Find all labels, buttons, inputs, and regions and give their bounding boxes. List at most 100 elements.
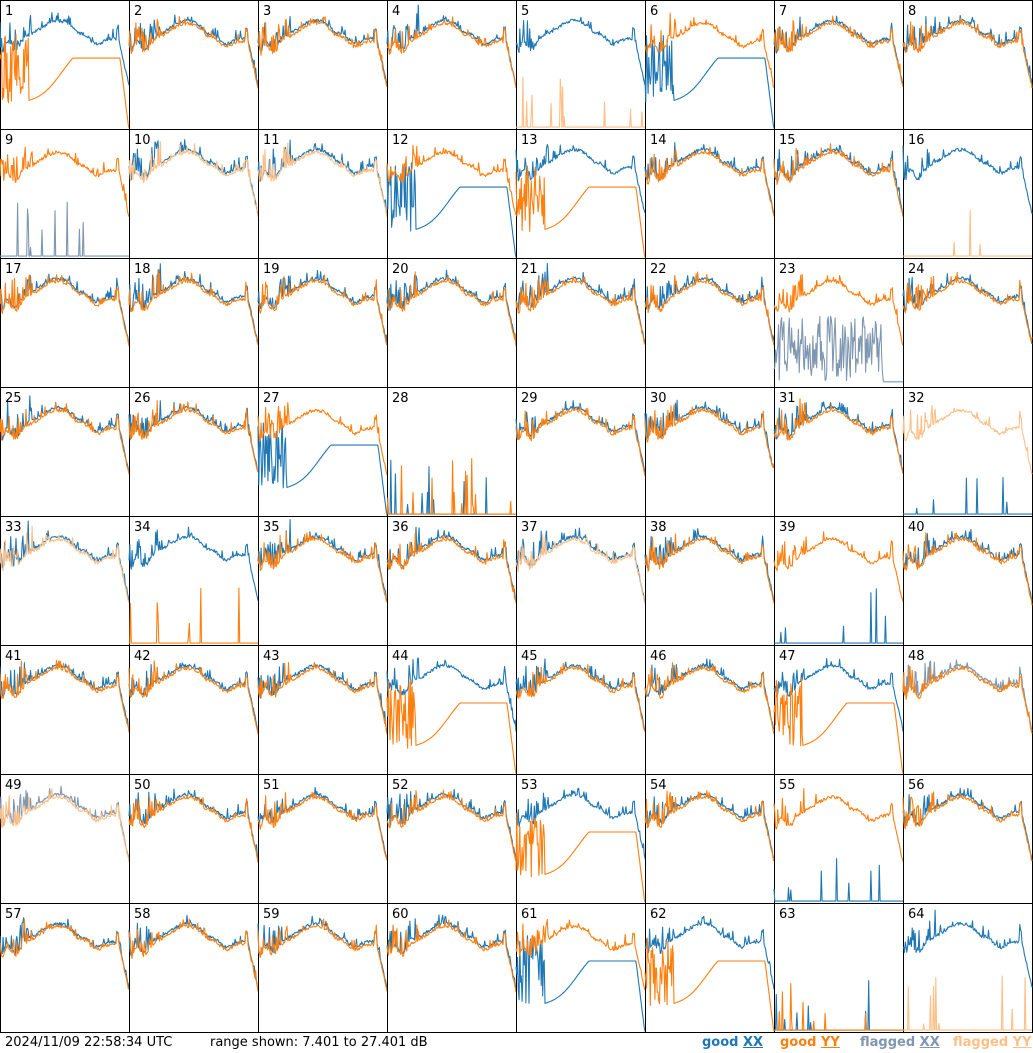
tile-label: 38 — [650, 520, 667, 535]
tile-frame — [258, 516, 388, 646]
tile-label: 11 — [263, 133, 280, 148]
tile-label: 20 — [392, 262, 409, 277]
tile-label: 8 — [908, 4, 916, 19]
tile-25: 25 — [0, 387, 130, 517]
tile-label: 42 — [134, 649, 151, 664]
tile-8: 8 — [902, 0, 1033, 130]
tile-frame — [774, 0, 904, 130]
series-yy-line — [386, 144, 517, 216]
tile-label: 41 — [5, 649, 22, 664]
series-yy-line — [386, 16, 517, 88]
tile-9: 9 — [0, 129, 130, 259]
series-yy-line — [386, 532, 517, 603]
series-yy-line — [128, 16, 259, 89]
tile-54: 54 — [644, 774, 775, 904]
tile-7: 7 — [773, 0, 904, 130]
tile-2: 2 — [128, 0, 259, 130]
tile-43: 43 — [257, 645, 388, 775]
series-xx-line — [128, 526, 259, 601]
tile-53: 53 — [515, 774, 646, 904]
tile-label: 29 — [521, 391, 538, 406]
series-xx-line — [0, 12, 130, 86]
tile-frame — [387, 903, 517, 1033]
tile-3: 3 — [257, 0, 388, 130]
tile-56: 56 — [902, 774, 1033, 904]
tile-label: 36 — [392, 520, 409, 535]
tile-label: 60 — [392, 907, 409, 922]
tile-label: 53 — [521, 778, 538, 793]
series-yy-line — [257, 662, 388, 735]
tile-frame — [645, 774, 775, 904]
tile-label: 47 — [779, 649, 796, 664]
legend-word: flagged — [860, 1035, 920, 1050]
series-xx-line — [902, 14, 1033, 87]
series-yy-line — [128, 141, 259, 218]
series-xx-line — [515, 787, 646, 859]
tile-label: 18 — [134, 262, 151, 277]
tile-label: 2 — [134, 4, 142, 19]
series-yy-line — [128, 269, 259, 345]
tile-49: 49 — [0, 774, 130, 904]
series-xx-line — [644, 915, 775, 990]
series-yy-line — [128, 400, 259, 472]
legend-item-flagged-yy: flagged YY — [953, 1034, 1032, 1051]
series-yy-line — [386, 678, 517, 774]
tile-label: 35 — [263, 520, 280, 535]
series-yy-line — [386, 789, 517, 862]
tile-label: 23 — [779, 262, 796, 277]
tile-frame — [645, 387, 775, 517]
series-yy-line — [0, 788, 130, 862]
tile-frame — [0, 774, 130, 904]
legend-pol: XX — [919, 1035, 940, 1050]
footer: 2024/11/09 22:58:34 UTC range shown: 7.4… — [0, 1034, 1033, 1053]
series-xx-line — [644, 275, 775, 342]
series-yy-line — [773, 531, 904, 603]
series-yy-line — [774, 983, 903, 1031]
series-yy-line — [129, 587, 258, 644]
tile-label: 55 — [779, 778, 796, 793]
series-yy-line — [386, 458, 516, 515]
tile-label: 34 — [134, 520, 151, 535]
series-yy-line — [644, 12, 775, 89]
series-yy-line — [0, 918, 130, 990]
series-yy-line — [257, 791, 388, 861]
series-xx-line — [0, 520, 130, 603]
tile-frame — [903, 516, 1033, 646]
tile-frame — [903, 903, 1033, 1033]
series-xx-line — [128, 662, 259, 732]
tile-44: 44 — [386, 645, 517, 775]
tile-47: 47 — [773, 645, 904, 775]
series-xx-line — [386, 914, 517, 989]
series-yy-line — [902, 791, 1033, 862]
tile-frame — [129, 258, 259, 388]
tile-frame — [129, 0, 259, 130]
tile-label: 6 — [650, 4, 658, 19]
series-xx-line — [515, 16, 646, 86]
tile-label: 5 — [521, 4, 529, 19]
tile-label: 39 — [779, 520, 796, 535]
tile-33: 33 — [0, 516, 130, 646]
series-yy-line — [516, 77, 645, 128]
tile-20: 20 — [386, 258, 517, 388]
tile-16: 16 — [902, 129, 1033, 259]
legend-item-good-xx: good XX — [702, 1034, 763, 1051]
series-xx-line — [773, 658, 904, 732]
tile-label: 46 — [650, 649, 667, 664]
tile-label: 59 — [263, 907, 280, 922]
tile-frame — [0, 258, 130, 388]
tile-42: 42 — [128, 645, 259, 775]
series-yy-line — [773, 273, 904, 346]
tile-48: 48 — [902, 645, 1033, 775]
series-yy-line — [773, 143, 904, 217]
tile-label: 19 — [263, 262, 280, 277]
tile-label: 37 — [521, 520, 538, 535]
tile-frame — [645, 0, 775, 130]
tile-22: 22 — [644, 258, 775, 388]
tile-30: 30 — [644, 387, 775, 517]
tile-frame — [387, 516, 517, 646]
tile-frame — [0, 516, 130, 646]
series-xx-line — [0, 273, 130, 345]
series-yy-line — [902, 532, 1033, 606]
tile-41: 41 — [0, 645, 130, 775]
tile-60: 60 — [386, 903, 517, 1033]
